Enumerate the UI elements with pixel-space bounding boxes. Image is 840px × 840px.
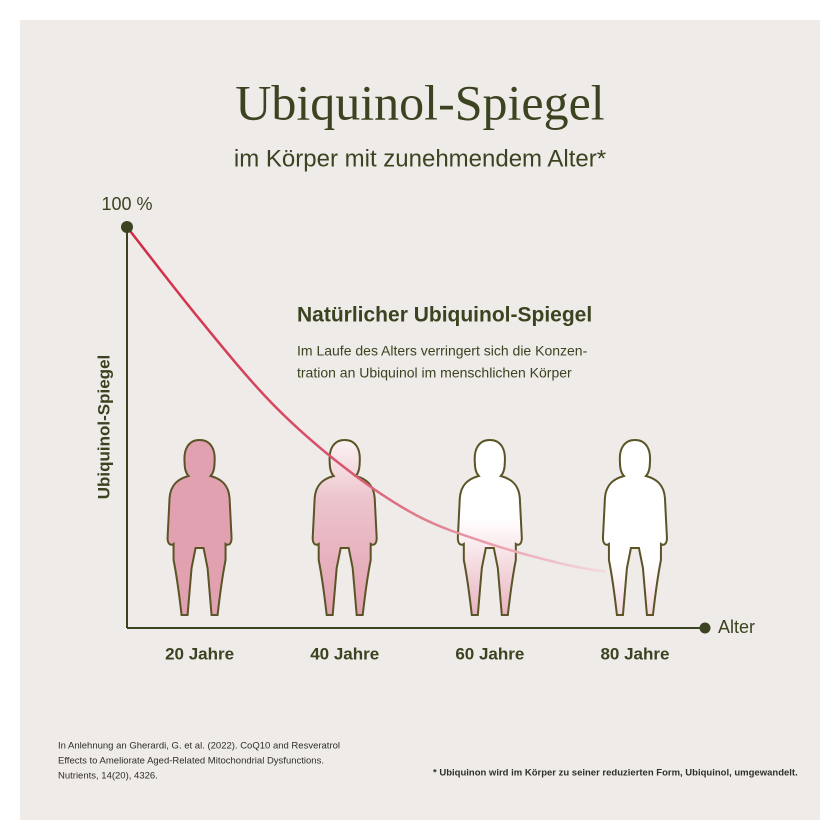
y-tick-dot — [121, 221, 133, 233]
source: Nutrients, 14(20), 4326. — [58, 771, 158, 782]
x-tick-label: 40 Jahre — [310, 644, 379, 663]
annotation-text: tration an Ubiquinol im menschlichen Kör… — [297, 365, 572, 381]
background — [20, 20, 820, 820]
x-axis-label: Alter — [718, 617, 755, 637]
axis-end — [699, 622, 711, 634]
source: In Anlehnung an Gherardi, G. et al. (202… — [58, 741, 340, 752]
axes — [126, 227, 711, 634]
source: Effects to Ameliorate Aged-Related Mitoc… — [58, 756, 324, 767]
annotation-title: Natürlicher Ubiquinol-Spiegel — [297, 304, 592, 327]
footnote: * Ubiquinon wird im Körper zu seiner red… — [433, 768, 798, 779]
annotation-text: Im Laufe des Alters verringert sich die … — [297, 343, 588, 359]
chart-title: Ubiquinol-Spiegel — [235, 74, 604, 130]
chart-subtitle: im Körper mit zunehmendem Alter* — [234, 145, 606, 172]
y-tick-label: 100 % — [101, 194, 152, 214]
x-tick-label: 80 Jahre — [600, 644, 669, 663]
curve — [126, 226, 607, 574]
x-tick-label: 20 Jahre — [165, 644, 234, 663]
x-tick-label: 60 Jahre — [455, 644, 524, 663]
y-axis-label: Ubiquinol-Spiegel — [94, 355, 113, 500]
